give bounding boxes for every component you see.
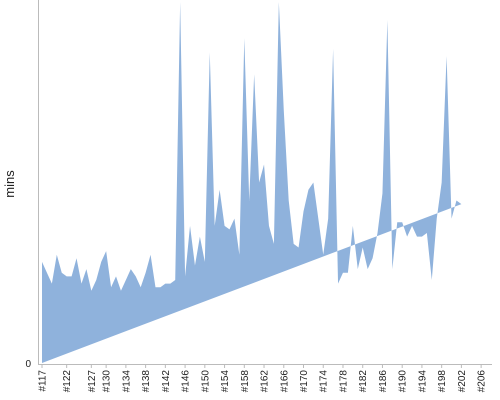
x-tick-label: #138: [141, 370, 152, 393]
x-tick-label: #162: [260, 370, 271, 393]
x-tick-label: #166: [279, 370, 290, 393]
x-tick-label: #154: [220, 370, 231, 393]
x-tick-label: #142: [161, 370, 172, 393]
x-tick-label: #117: [38, 370, 49, 392]
x-tick-label: #202: [457, 370, 468, 393]
x-tick-label: #130: [102, 370, 113, 393]
axes: [38, 0, 492, 365]
x-tick-label: #186: [378, 370, 389, 393]
y-axis-label: mins: [2, 170, 17, 198]
x-tick-label: #174: [319, 370, 330, 393]
x-tick-label: #198: [437, 370, 448, 393]
x-tick-label: #190: [398, 370, 409, 393]
x-tick-label: #158: [240, 370, 251, 393]
x-tick-labels: #117 #122 #127 #130 #134 #138 #142 #146 #150 #154…: [38, 364, 488, 392]
x-tick-label: #146: [181, 370, 192, 393]
x-tick-label: #134: [121, 370, 132, 393]
x-tick-label: #206: [477, 370, 488, 393]
area-series: [42, 2, 462, 363]
x-tick-label: #194: [417, 370, 428, 393]
x-tick-label: #127: [87, 370, 98, 393]
y-tick-label: 0: [25, 359, 31, 370]
x-tick-label: #150: [200, 370, 211, 393]
x-tick-label: #170: [299, 370, 310, 393]
x-tick-label: #178: [338, 370, 349, 393]
x-tick-label: #182: [358, 370, 369, 393]
x-tick-label: #122: [62, 370, 73, 393]
